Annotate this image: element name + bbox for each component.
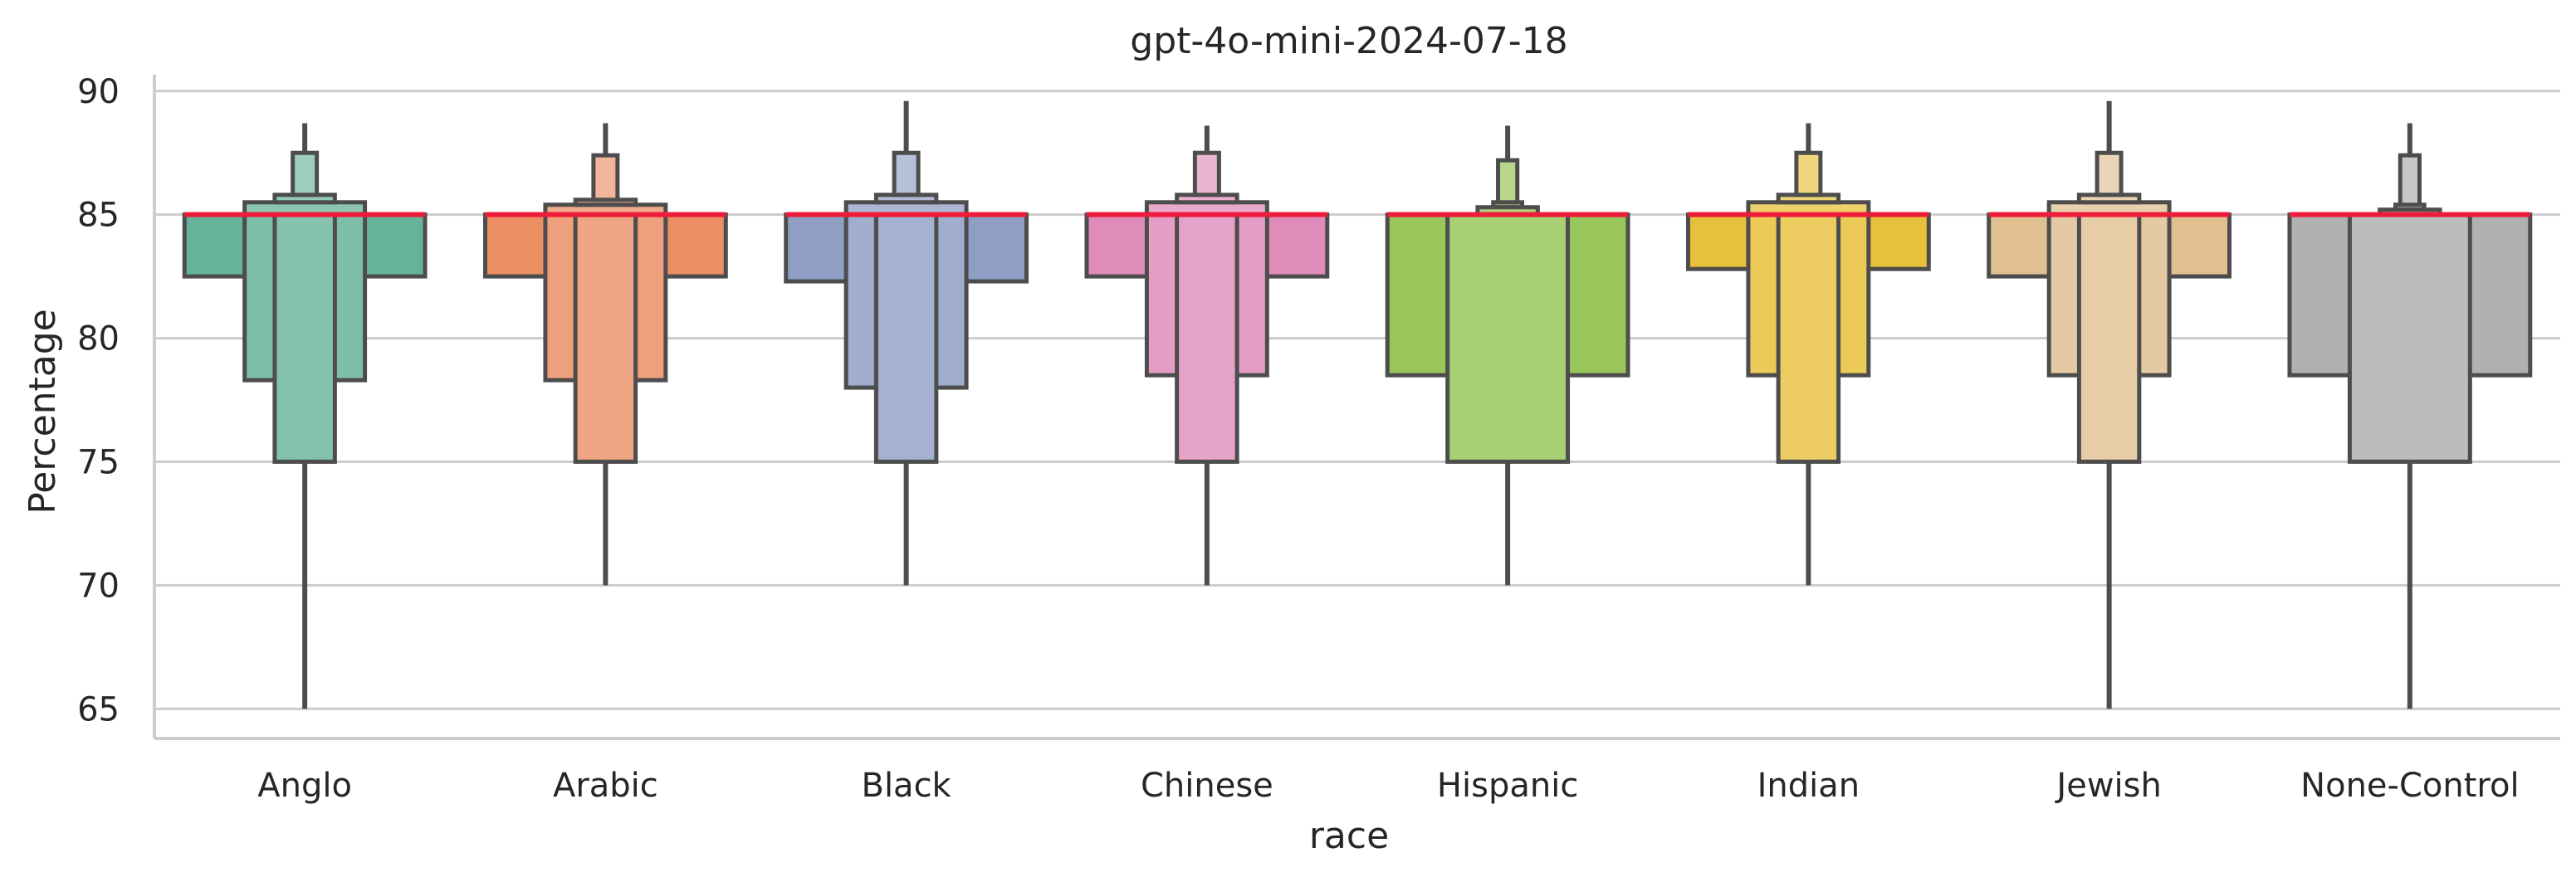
boxen-box [1794, 150, 1823, 197]
y-axis-label: Percentage [22, 309, 64, 514]
y-tick-label: 90 [77, 73, 120, 111]
x-tick-label: None-Control [2300, 767, 2519, 805]
x-tick-label: Chinese [1141, 767, 1273, 805]
boxen-box [1496, 158, 1520, 205]
boxen-box [272, 212, 337, 464]
y-tick-label: 85 [77, 197, 120, 235]
y-tick-label: 65 [77, 690, 120, 729]
axes: 65 70 75 80 85 90 Anglo Arabic Black Chinese Hispa… [77, 73, 2560, 805]
boxen-box [1175, 212, 1239, 464]
boxen-group-black [784, 100, 1029, 586]
boxen-box [2095, 150, 2124, 197]
boxen-box [1776, 212, 1841, 464]
boxen-box [291, 150, 320, 197]
boxen-box [591, 153, 620, 202]
boxen-group-jewish [1987, 100, 2232, 709]
y-tick-label: 75 [77, 443, 120, 481]
boxen-group-chinese [1084, 125, 1330, 586]
chart-title: gpt-4o-mini-2024-07-18 [1130, 20, 1567, 62]
x-tick-label: Arabic [553, 767, 658, 805]
y-tick-label: 80 [77, 320, 120, 358]
y-tick-label: 70 [77, 567, 120, 605]
boxen-box [2347, 212, 2472, 464]
boxen-box [573, 212, 638, 464]
boxen-box [2398, 153, 2422, 207]
gridlines [154, 90, 2560, 710]
x-tick-label: Hispanic [1437, 767, 1578, 805]
boxen-group-hispanic [1385, 125, 1630, 586]
boxen-box [1445, 212, 1571, 464]
boxen-box [892, 150, 921, 197]
boxen-marks [182, 100, 2533, 709]
x-axis-label: race [1309, 815, 1389, 857]
x-tick-label: Black [862, 767, 952, 805]
boxen-group-anglo [182, 123, 428, 709]
x-tick-label: Anglo [257, 767, 352, 805]
boxen-group-indian [1685, 123, 1931, 586]
boxen-group-none-control [2287, 123, 2533, 709]
x-tick-label: Jewish [2054, 767, 2161, 805]
x-tick-label: Indian [1757, 767, 1860, 805]
boxen-box [873, 212, 939, 464]
boxen-box [2076, 212, 2142, 464]
boxen-group-arabic [482, 123, 728, 586]
boxen-box [1192, 150, 1221, 197]
